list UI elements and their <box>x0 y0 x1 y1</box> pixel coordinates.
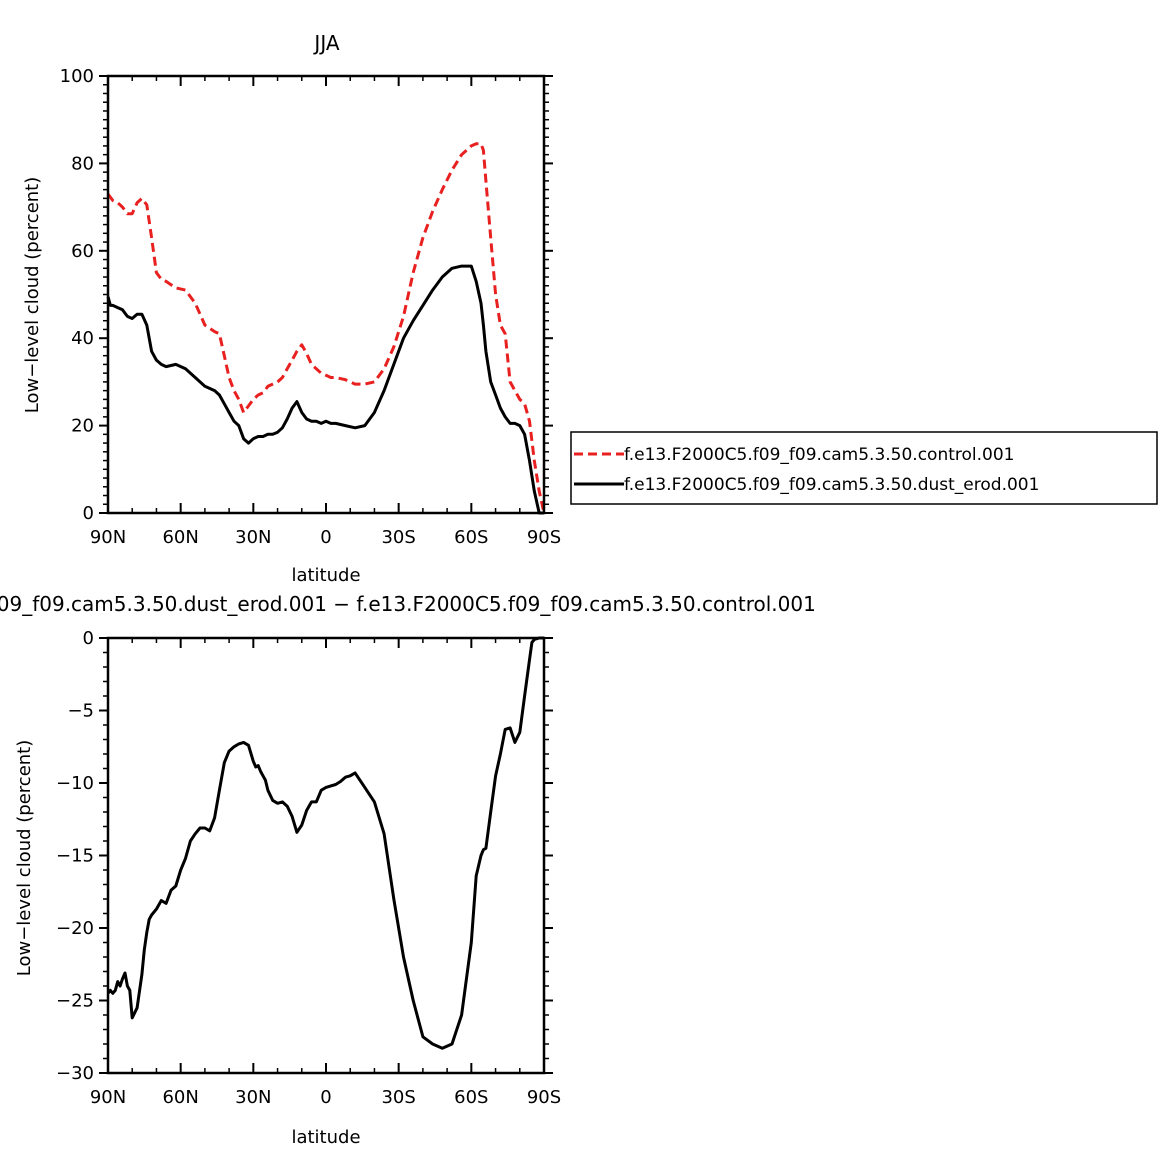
top-x-tick-label: 30N <box>235 527 271 548</box>
top-axis-ticks: 90N 60N 30N 0 30S 60S 90S 0 20 40 60 80 100 <box>60 66 562 548</box>
top-x-axis-label: latitude <box>291 565 360 586</box>
top-x-tick-label: 60S <box>454 527 488 548</box>
bottom-x-tick-label: 90S <box>527 1087 561 1108</box>
legend-box <box>570 431 1158 505</box>
top-y-tick-label: 40 <box>71 328 94 349</box>
top-x-tick-label: 0 <box>320 527 331 548</box>
top-panel: JJA 90N 60N 30N 0 30S 60S 90S 0 20 40 60 80 100 lati… <box>22 31 1158 586</box>
bottom-plot-frame <box>106 636 546 1075</box>
top-x-tick-label: 30S <box>381 527 415 548</box>
top-series-line-0 <box>106 142 546 514</box>
legend-label-control: f.e13.F2000C5.f09_f09.cam5.3.50.control.… <box>624 445 1015 465</box>
bottom-x-tick-label: 0 <box>320 1087 331 1108</box>
top-x-tick-label: 90S <box>527 527 561 548</box>
bottom-y-tick-label: 0 <box>83 628 94 649</box>
bottom-x-tick-label: 60S <box>454 1087 488 1108</box>
bottom-panel: f.e13.F2000C5.f09_f09.cam5.3.50.dust_ero… <box>0 592 816 1148</box>
bottom-series-line-0 <box>106 636 544 1050</box>
top-x-tick-label: 60N <box>162 527 198 548</box>
bottom-y-tick-label: −15 <box>56 846 94 867</box>
top-series-lines <box>106 142 546 515</box>
top-y-tick-label: 60 <box>71 241 94 262</box>
top-y-tick-label: 20 <box>71 416 94 437</box>
top-y-tick-label: 100 <box>60 66 94 87</box>
bottom-x-tick-label: 30S <box>381 1087 415 1108</box>
bottom-y-axis-label: Low−level cloud (percent) <box>14 740 35 977</box>
bottom-y-tick-label: −25 <box>56 991 94 1012</box>
bottom-x-tick-label: 90N <box>90 1087 126 1108</box>
legend: f.e13.F2000C5.f09_f09.cam5.3.50.control.… <box>570 431 1158 505</box>
bottom-x-tick-label: 30N <box>235 1087 271 1108</box>
top-x-tick-label: 90N <box>90 527 126 548</box>
bottom-x-axis-label: latitude <box>291 1127 360 1148</box>
bottom-series-lines <box>106 636 544 1050</box>
bottom-axis-ticks: 90N 60N 30N 0 30S 60S 90S 0 −5 −10 −15 −20 −25 −30 <box>56 628 561 1108</box>
top-y-tick-label: 0 <box>83 503 94 524</box>
bottom-y-tick-label: −20 <box>56 918 94 939</box>
top-series-line-1 <box>106 264 544 515</box>
bottom-y-tick-label: −30 <box>56 1063 94 1084</box>
bottom-chart-title: f.e13.F2000C5.f09_f09.cam5.3.50.dust_ero… <box>0 592 816 616</box>
top-chart-title: JJA <box>312 31 339 55</box>
bottom-y-tick-label: −5 <box>67 701 94 722</box>
top-y-tick-label: 80 <box>71 153 94 174</box>
bottom-x-tick-label: 60N <box>162 1087 198 1108</box>
top-y-axis-label: Low−level cloud (percent) <box>22 177 43 414</box>
bottom-y-tick-label: −10 <box>56 773 94 794</box>
legend-label-dust: f.e13.F2000C5.f09_f09.cam5.3.50.dust_ero… <box>624 475 1039 495</box>
